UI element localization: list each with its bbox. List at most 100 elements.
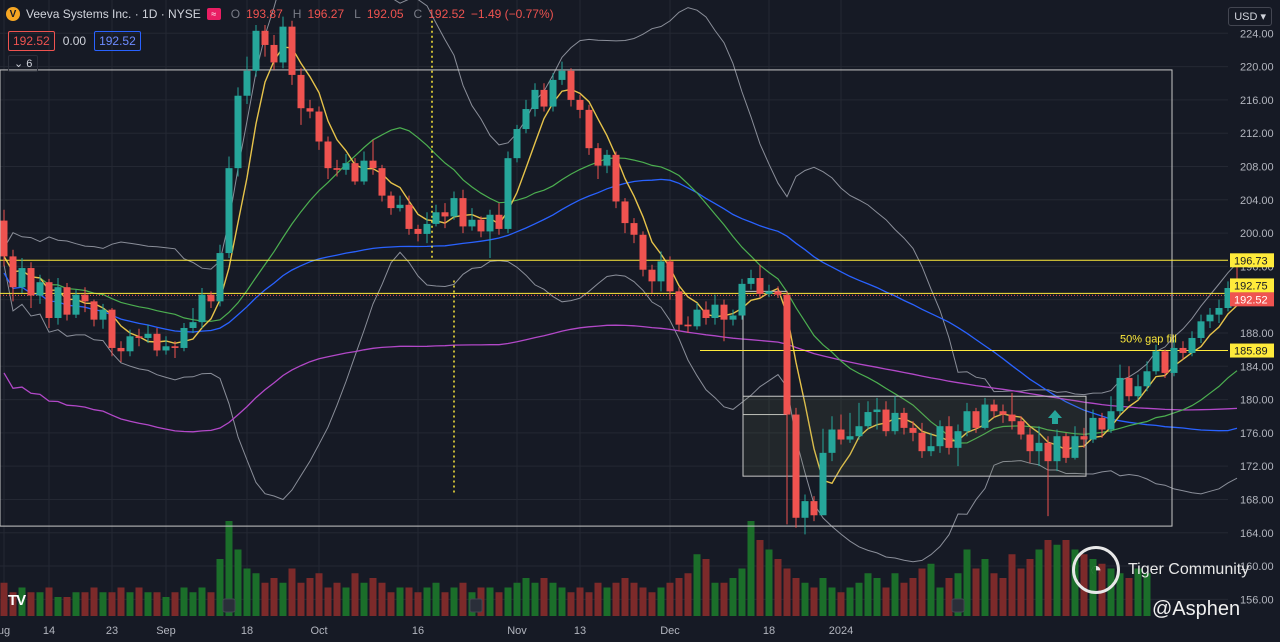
- candle-body: [504, 158, 512, 229]
- candle: [900, 407, 908, 435]
- candle-body: [972, 411, 980, 428]
- candle: [477, 216, 485, 238]
- candle: [270, 34, 278, 70]
- candle: [45, 278, 53, 328]
- candle-body: [594, 148, 602, 166]
- candle: [207, 291, 215, 308]
- y-tick-label: 204.00: [1240, 195, 1274, 207]
- x-tick-label: 16: [412, 625, 424, 637]
- candle-body: [495, 214, 503, 229]
- volume-bar: [729, 578, 737, 616]
- candle-body: [909, 427, 917, 433]
- candle: [234, 87, 242, 177]
- candle: [1044, 436, 1052, 517]
- volume-bar: [279, 582, 287, 616]
- ask-price[interactable]: 192.52: [94, 31, 141, 51]
- candle-body: [279, 26, 287, 63]
- x-badge-icon[interactable]: ≈: [206, 8, 221, 20]
- volume-bar: [909, 578, 917, 616]
- volume-bar: [441, 592, 449, 616]
- candle: [450, 191, 458, 220]
- candle: [342, 154, 350, 175]
- candle: [927, 432, 935, 457]
- candle: [18, 258, 26, 294]
- candle-body: [81, 294, 89, 302]
- volume-bar: [693, 554, 701, 616]
- candle-body: [486, 214, 494, 232]
- indicator-toggle[interactable]: ⌄ 6: [8, 55, 39, 72]
- candle: [297, 68, 305, 125]
- bid-price[interactable]: 192.52: [8, 31, 55, 51]
- volume-bar: [945, 578, 953, 616]
- volume-bar: [36, 592, 44, 616]
- volume-bar: [315, 573, 323, 616]
- candle-body: [621, 201, 629, 224]
- candle-body: [36, 282, 44, 296]
- candle-body: [324, 141, 332, 169]
- volume-bar: [423, 587, 431, 616]
- x-tick-label: Sep: [156, 625, 176, 637]
- volume-bar: [225, 521, 233, 616]
- candle: [1134, 374, 1142, 400]
- candle-body: [837, 429, 845, 440]
- price-label-bg: [1230, 278, 1274, 293]
- volume-bar: [810, 587, 818, 616]
- candle-body: [234, 95, 242, 169]
- volume-bar: [1107, 568, 1115, 616]
- candle-body: [1134, 386, 1142, 397]
- candle: [1026, 427, 1034, 463]
- volume-bar: [684, 573, 692, 616]
- candle: [549, 73, 557, 112]
- y-tick-label: 212.00: [1240, 128, 1274, 140]
- candle: [621, 198, 629, 234]
- candle-body: [261, 30, 269, 45]
- volume-bar: [234, 549, 242, 616]
- candle-body: [1098, 417, 1106, 430]
- volume-bar: [981, 559, 989, 616]
- candle: [999, 404, 1007, 423]
- y-tick-label: 160.00: [1240, 561, 1274, 573]
- candle-body: [18, 268, 26, 288]
- candle-body: [765, 291, 773, 294]
- volume-bar: [45, 587, 53, 616]
- candle: [423, 212, 431, 244]
- currency-selector[interactable]: USD ▾: [1228, 7, 1272, 26]
- volume-bar: [360, 582, 368, 616]
- volume-bar: [495, 592, 503, 616]
- candle: [1179, 341, 1187, 360]
- volume-bar: [486, 587, 494, 616]
- candle-body: [864, 412, 872, 427]
- candle-body: [387, 195, 395, 209]
- candle-body: [1125, 377, 1133, 397]
- candle: [306, 99, 314, 119]
- company-logo-icon[interactable]: V: [6, 7, 20, 21]
- candle-body: [576, 99, 584, 110]
- symbol-title[interactable]: Veeva Systems Inc. · 1D · NYSE: [26, 7, 201, 21]
- spread-value: 0.00: [62, 34, 87, 48]
- candle-body: [459, 198, 467, 227]
- candle-body: [225, 168, 233, 254]
- volume-bar: [585, 592, 593, 616]
- candle-body: [747, 278, 755, 284]
- volume-bar: [405, 587, 413, 616]
- ma-fast-line: [3, 46, 1238, 485]
- candle-body: [108, 309, 116, 348]
- volume-bar: [621, 578, 629, 616]
- candle-body: [558, 70, 566, 80]
- candle: [90, 299, 98, 327]
- candle: [837, 414, 845, 445]
- candle: [567, 68, 575, 107]
- volume-bar: [333, 582, 341, 616]
- volume-bar: [1134, 568, 1142, 616]
- candle-body: [1071, 436, 1079, 458]
- up-arrow-icon: [1048, 410, 1062, 424]
- volume-bar: [927, 563, 935, 616]
- volume-bar: [612, 582, 620, 616]
- candle: [1080, 427, 1088, 448]
- candle: [1098, 412, 1106, 438]
- candle-body: [603, 154, 611, 166]
- volume-bar: [396, 587, 404, 616]
- tv-logo: TV: [8, 592, 26, 609]
- candle-body: [1206, 314, 1214, 322]
